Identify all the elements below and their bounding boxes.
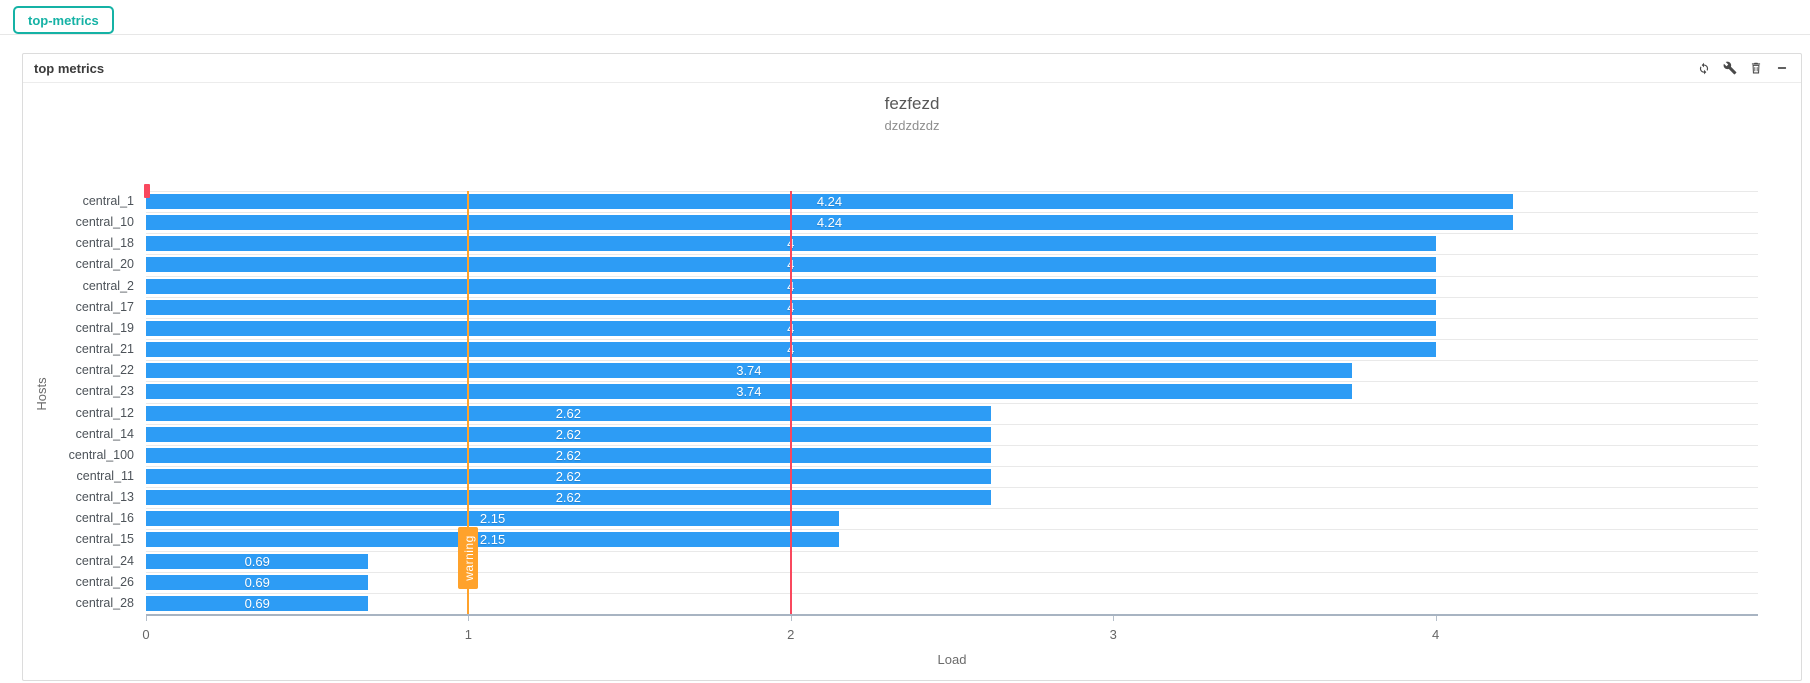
category-label: central_100 xyxy=(68,447,134,462)
row-separator xyxy=(146,233,1758,235)
row-separator xyxy=(146,296,1758,298)
category-label: central_26 xyxy=(75,574,134,589)
bar-central_13[interactable] xyxy=(146,490,991,506)
x-tick-label: 2 xyxy=(787,627,795,642)
bar-central_10[interactable] xyxy=(146,215,1513,231)
warning-markline-label: warning xyxy=(458,527,479,589)
category-label: central_17 xyxy=(75,299,134,314)
row-separator xyxy=(146,444,1758,446)
plot-area: 4.24central_14.24central_104central_184c… xyxy=(23,54,1801,680)
bar-central_23[interactable] xyxy=(146,384,1352,400)
category-label: central_11 xyxy=(76,468,134,483)
refresh-icon[interactable] xyxy=(1696,60,1712,76)
bar-central_1[interactable] xyxy=(146,194,1513,209)
bar-central_100[interactable] xyxy=(146,447,991,463)
row-separator xyxy=(146,360,1758,362)
chart-subtitle: dzdzdzdz xyxy=(884,118,940,133)
row-separator xyxy=(146,275,1758,277)
tab-bar: top-metrics xyxy=(0,0,1810,35)
category-label: central_19 xyxy=(75,320,134,335)
category-label: central_13 xyxy=(75,490,134,505)
chart-title: fezfezd xyxy=(884,94,940,113)
x-axis-tick xyxy=(1435,616,1437,621)
x-axis-tick xyxy=(468,616,470,621)
category-label: central_2 xyxy=(82,278,134,293)
category-label: central_15 xyxy=(75,532,134,547)
x-tick-label: 4 xyxy=(1431,627,1440,642)
category-label: central_1 xyxy=(82,194,134,208)
row-separator xyxy=(146,317,1758,319)
bar-central_15[interactable] xyxy=(146,532,840,548)
row-separator xyxy=(146,571,1758,573)
bar-central_22[interactable] xyxy=(146,363,1352,379)
category-label: central_16 xyxy=(75,511,134,526)
bar-central_14[interactable] xyxy=(146,426,991,442)
row-separator xyxy=(146,550,1758,552)
x-tick-label: 3 xyxy=(1109,627,1117,642)
x-axis-label: Load xyxy=(937,652,967,667)
panel-title: top metrics xyxy=(34,60,105,76)
row-separator xyxy=(146,529,1758,531)
row-separator xyxy=(146,508,1758,510)
bar-central_26[interactable] xyxy=(146,574,369,590)
category-label: central_10 xyxy=(75,215,134,230)
row-separator xyxy=(146,191,1758,192)
trash-icon[interactable] xyxy=(1748,60,1764,76)
category-label: central_23 xyxy=(75,384,134,399)
bar-central_16[interactable] xyxy=(146,511,840,527)
category-label: central_21 xyxy=(75,342,134,357)
collapse-icon[interactable] xyxy=(1774,60,1790,76)
category-label: central_18 xyxy=(75,236,134,251)
bar-central_11[interactable] xyxy=(146,468,991,484)
category-label: central_22 xyxy=(75,363,134,378)
row-separator xyxy=(146,592,1758,594)
panel-toolbar xyxy=(1696,60,1790,76)
row-separator xyxy=(146,254,1758,256)
x-axis-line xyxy=(146,614,1758,616)
bar-central_24[interactable] xyxy=(146,553,369,569)
row-separator xyxy=(146,465,1758,467)
row-separator xyxy=(146,487,1758,489)
row-separator xyxy=(146,339,1758,341)
category-label: central_12 xyxy=(75,405,134,420)
category-label: central_24 xyxy=(75,553,134,568)
row-separator xyxy=(146,423,1758,425)
x-axis-tick xyxy=(790,616,792,621)
markline-start-symbol xyxy=(144,184,150,198)
row-separator xyxy=(146,402,1758,404)
critical-markline xyxy=(789,191,792,614)
row-separator xyxy=(146,381,1758,383)
bar-central_12[interactable] xyxy=(146,405,991,421)
tab-top-metrics[interactable]: top-metrics xyxy=(13,6,114,34)
warning-markline xyxy=(467,191,470,614)
row-separator xyxy=(146,212,1758,214)
wrench-icon[interactable] xyxy=(1722,60,1738,76)
x-axis-tick xyxy=(146,616,147,621)
category-label: central_20 xyxy=(75,257,134,272)
warning-markline-label-text: warning xyxy=(461,535,476,581)
bar-central_28[interactable] xyxy=(146,595,369,611)
category-label: central_14 xyxy=(75,426,134,441)
category-label: central_28 xyxy=(75,595,134,610)
x-axis-tick xyxy=(1113,616,1115,621)
top-metrics-panel: top metrics xyxy=(22,53,1802,681)
x-tick-label: 0 xyxy=(142,627,150,642)
x-tick-label: 1 xyxy=(464,627,473,642)
panel-header: top metrics xyxy=(23,54,1801,83)
